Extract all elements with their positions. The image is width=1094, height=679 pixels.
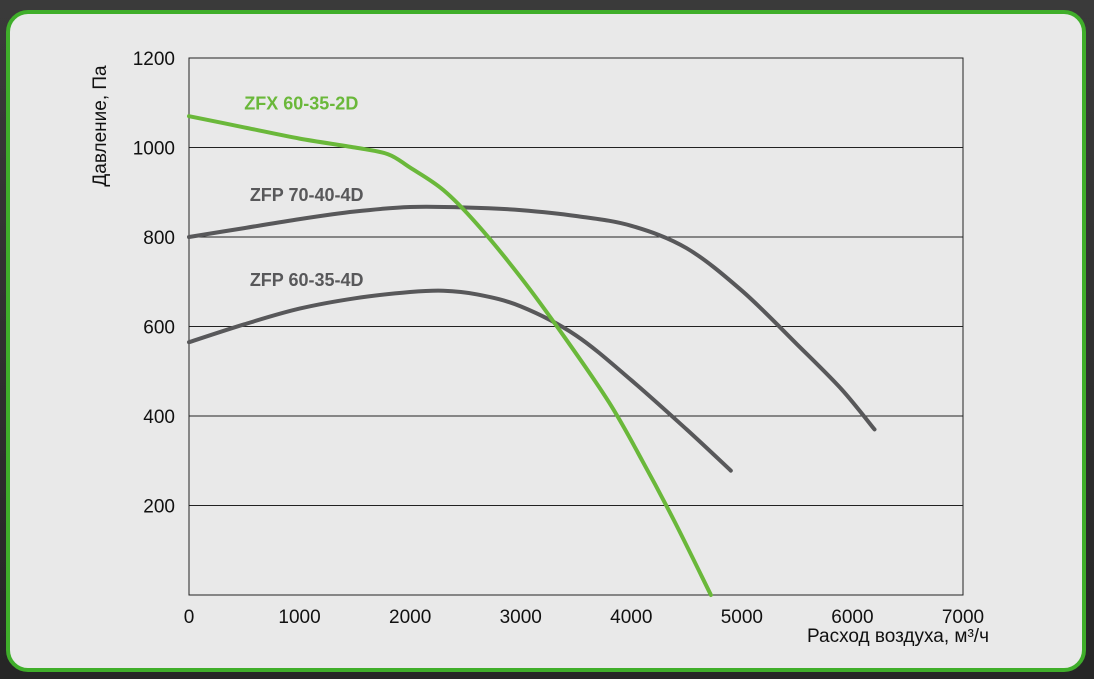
y-tick-label-3: 800: [143, 228, 175, 249]
tick-labels: 0 1000 2000 3000 4000 5000 6000 7000 200 400 600 80…: [133, 49, 984, 628]
series-label-0: ZFX 60-35-2D: [244, 93, 358, 113]
x-tick-label-4: 4000: [610, 607, 652, 628]
x-tick-label-6: 6000: [831, 607, 873, 628]
x-tick-label-3: 3000: [500, 607, 542, 628]
y-tick-label-0: 200: [143, 497, 175, 518]
x-tick-label-2: 2000: [389, 607, 431, 628]
series-labels: ZFX 60-35-2D ZFP 70-40-4D ZFP 60-35-4D: [244, 93, 363, 290]
x-tick-label-1: 1000: [278, 607, 320, 628]
y-tick-label-2: 600: [143, 318, 175, 339]
x-tick-label-7: 7000: [942, 607, 984, 628]
series-lines: [187, 114, 877, 597]
y-tick-label-1: 400: [143, 407, 175, 428]
x-axis-title: Расход воздуха, м³/ч: [807, 626, 989, 647]
series-line-2: [187, 288, 733, 473]
x-tick-label-0: 0: [184, 607, 195, 628]
series-line-0: [187, 114, 713, 597]
x-tick-label-5: 5000: [721, 607, 763, 628]
plot-area-border: [188, 57, 964, 596]
chart-panel: ZFX 60-35-2D ZFP 70-40-4D ZFP 60-35-4D 0 10…: [6, 10, 1086, 672]
chart-canvas: ZFX 60-35-2D ZFP 70-40-4D ZFP 60-35-4D 0 10…: [90, 49, 989, 647]
y-axis-title: Давление, Па: [90, 65, 111, 187]
series-line-1: [187, 204, 877, 432]
series-label-2: ZFP 60-35-4D: [250, 270, 364, 290]
y-tick-label-5: 1200: [133, 49, 175, 70]
y-tick-label-4: 1000: [133, 139, 175, 160]
series-label-1: ZFP 70-40-4D: [250, 185, 364, 205]
